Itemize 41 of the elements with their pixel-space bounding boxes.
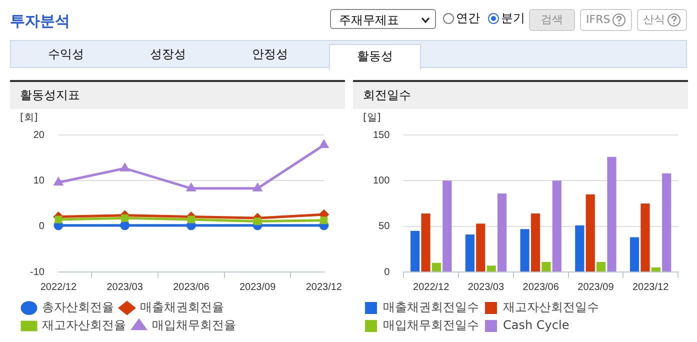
- text: 검색: [529, 9, 575, 31]
- text: 산식: [637, 9, 687, 31]
- x-tick-label: 2022/12: [40, 282, 77, 293]
- y-tick-label: 10: [33, 175, 45, 186]
- x-tick-label: 2023/09: [578, 282, 614, 293]
- legend-label: Cash Cycle: [503, 318, 570, 332]
- y-tick-label: 100: [372, 175, 390, 186]
- text: 분기: [501, 10, 525, 27]
- legend-label: 총자산회전율: [42, 300, 114, 314]
- x-tick-label: 2023/06: [173, 282, 210, 293]
- legend-label: 매입채무회전일수: [383, 318, 479, 332]
- y-tick-label: -10: [30, 266, 45, 278]
- legend-label: 매출채권회전율: [140, 300, 224, 314]
- text: 안정성: [251, 46, 289, 63]
- y-tick-label: 150: [372, 130, 390, 141]
- chart-title: 회전일수: [353, 80, 688, 109]
- y-tick-label: 50: [378, 221, 390, 232]
- text: IFRS: [580, 9, 632, 31]
- y-axis-title: [일]: [363, 112, 381, 124]
- legend-label: 매출채권회전일수: [383, 300, 479, 314]
- x-tick-label: 2023/03: [106, 282, 144, 293]
- x-tick-label: 2023/06: [522, 282, 560, 293]
- text: 수익성: [47, 46, 85, 63]
- text: 연간: [456, 10, 480, 27]
- y-axis-title: [회]: [20, 112, 38, 124]
- legend-label: 재고자산회전일수: [503, 300, 599, 314]
- y-tick-label: 0: [384, 266, 390, 278]
- x-tick-label: 2023/09: [239, 282, 276, 293]
- legend-label: 매입채무회전율: [152, 318, 236, 332]
- y-tick-label: 20: [33, 130, 45, 141]
- text: 성장성: [149, 46, 187, 63]
- y-tick-label: 0: [38, 221, 45, 232]
- text: 투자분석: [10, 12, 70, 31]
- text: 활동성: [329, 44, 421, 70]
- legend-label: 재고자산회전율: [42, 318, 126, 332]
- x-tick-label: 2023/12: [306, 282, 342, 293]
- x-tick-label: 2022/12: [413, 282, 450, 293]
- chart-title: 활동성지표: [10, 80, 345, 109]
- x-tick-label: 2023/12: [632, 282, 670, 293]
- dropdown-field: 주재무제표: [330, 9, 436, 29]
- x-tick-label: 2023/03: [468, 282, 504, 293]
